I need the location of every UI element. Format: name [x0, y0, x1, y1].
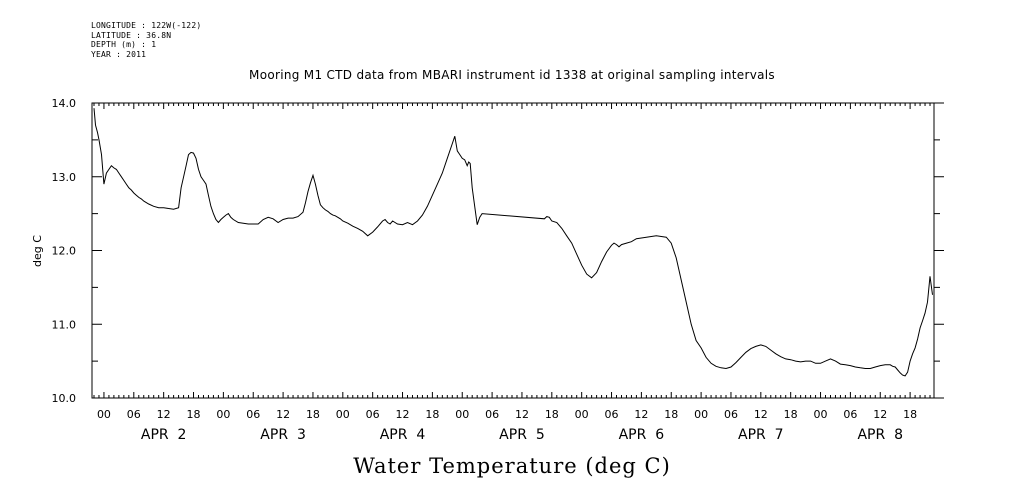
x-hour-tick-label: 06 — [366, 408, 380, 421]
temperature-series-line — [93, 108, 933, 377]
x-hour-tick-label: 00 — [336, 408, 350, 421]
x-hour-tick-label: 12 — [515, 408, 529, 421]
x-hour-tick-label: 12 — [754, 408, 768, 421]
x-day-label: APR 3 — [260, 427, 306, 443]
y-tick-label: 14.0 — [52, 97, 77, 110]
year-label: YEAR : 2011 — [91, 49, 147, 59]
x-hour-tick-label: 12 — [157, 408, 171, 421]
x-hour-tick-label: 18 — [545, 408, 559, 421]
axes-group — [91, 102, 944, 399]
x-day-label: APR 4 — [380, 427, 426, 443]
x-day-label: APR 5 — [499, 427, 545, 443]
x-day-label: APR 2 — [141, 427, 187, 443]
x-hour-tick-label: 18 — [187, 408, 201, 421]
latitude-label: LATITUDE : 36.8N — [91, 30, 172, 40]
x-hour-tick-label: 06 — [724, 408, 738, 421]
x-hour-tick-label: 18 — [784, 408, 798, 421]
x-hour-tick-label: 18 — [664, 408, 678, 421]
y-tick-label: 12.0 — [52, 245, 77, 258]
x-hour-tick-label: 06 — [485, 408, 499, 421]
x-hour-tick-label: 18 — [425, 408, 439, 421]
x-hour-tick-label: 18 — [903, 408, 917, 421]
x-tick-labels: 00 06 12 18 00 06 12 18 00 06 12 18 00 06 12 18 00 06 12 18… — [97, 408, 917, 443]
x-hour-tick-label: 06 — [246, 408, 260, 421]
x-hour-tick-label: 06 — [843, 408, 857, 421]
x-day-label: APR 6 — [619, 427, 665, 443]
plot-frame — [91, 102, 935, 399]
y-tick-label: 13.0 — [52, 171, 77, 184]
chart-title: Mooring M1 CTD data from MBARI instrumen… — [249, 68, 775, 82]
x-hour-tick-label: 12 — [276, 408, 290, 421]
x-day-label: APR 8 — [857, 427, 903, 443]
x-hour-tick-label: 00 — [814, 408, 828, 421]
x-hour-tick-label: 00 — [455, 408, 469, 421]
bottom-title: Water Temperature (deg C) — [353, 454, 671, 478]
longitude-label: LONGITUDE : 122W(-122) — [91, 21, 202, 30]
y-tick-label: 10.0 — [52, 392, 77, 405]
x-hour-tick-label: 12 — [396, 408, 410, 421]
x-hour-tick-label: 06 — [605, 408, 619, 421]
y-axis-label: deg C — [31, 235, 44, 267]
x-hour-tick-label: 06 — [127, 408, 141, 421]
x-hour-tick-label: 12 — [634, 408, 648, 421]
x-hour-tick-label: 00 — [575, 408, 589, 421]
x-hour-tick-label: 18 — [306, 408, 320, 421]
depth-label: DEPTH (m) : 1 — [91, 40, 157, 49]
x-hour-tick-label: 00 — [694, 408, 708, 421]
x-hour-tick-label: 00 — [216, 408, 230, 421]
y-tick-labels: 10.0 11.0 12.0 13.0 14.0 — [52, 97, 77, 405]
x-day-label: APR 7 — [738, 427, 784, 443]
x-hour-tick-label: 00 — [97, 408, 111, 421]
metadata-block: LONGITUDE : 122W(-122) LATITUDE : 36.8N … — [91, 21, 201, 59]
y-tick-label: 11.0 — [52, 318, 77, 331]
x-hour-tick-label: 12 — [873, 408, 887, 421]
